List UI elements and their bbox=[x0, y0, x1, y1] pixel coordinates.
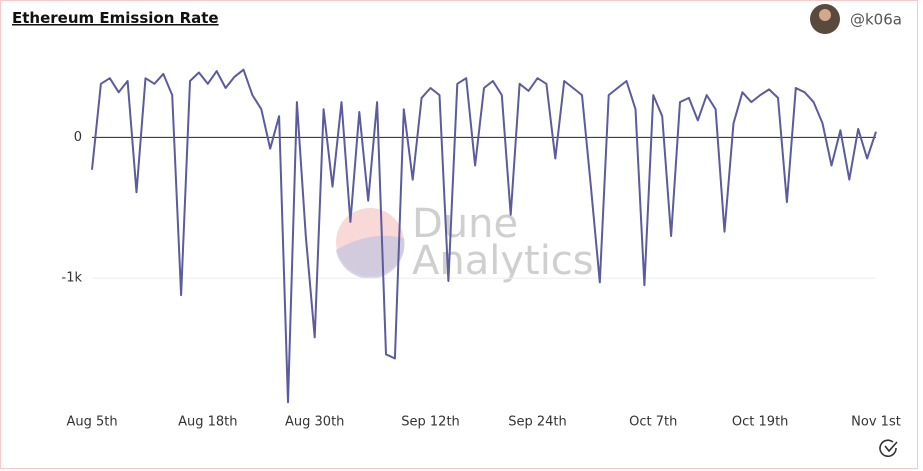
x-tick-label: Oct 7th bbox=[629, 415, 677, 430]
watermark-logo-part bbox=[336, 235, 405, 279]
x-tick-label: Nov 1st bbox=[851, 415, 901, 430]
x-tick-label: Oct 19th bbox=[732, 415, 789, 430]
y-tick-label: -1k bbox=[62, 271, 83, 286]
x-tick-label: Aug 18th bbox=[178, 415, 237, 430]
x-tick-label: Sep 12th bbox=[401, 415, 460, 430]
x-tick-label: Aug 5th bbox=[66, 415, 117, 430]
watermark: Dune Analytics bbox=[336, 201, 594, 284]
check-icon[interactable] bbox=[879, 439, 898, 458]
chart-title: Ethereum Emission Rate bbox=[12, 9, 219, 27]
watermark-text: Dune bbox=[412, 201, 518, 247]
avatar-face bbox=[819, 9, 831, 21]
x-tick-label: Aug 30th bbox=[285, 415, 344, 430]
y-tick-label: 0 bbox=[74, 130, 82, 145]
line-series bbox=[91, 68, 877, 404]
author[interactable]: @k06a bbox=[850, 11, 902, 29]
x-tick-label: Sep 24th bbox=[508, 415, 567, 430]
watermark-text: Analytics bbox=[412, 238, 594, 284]
